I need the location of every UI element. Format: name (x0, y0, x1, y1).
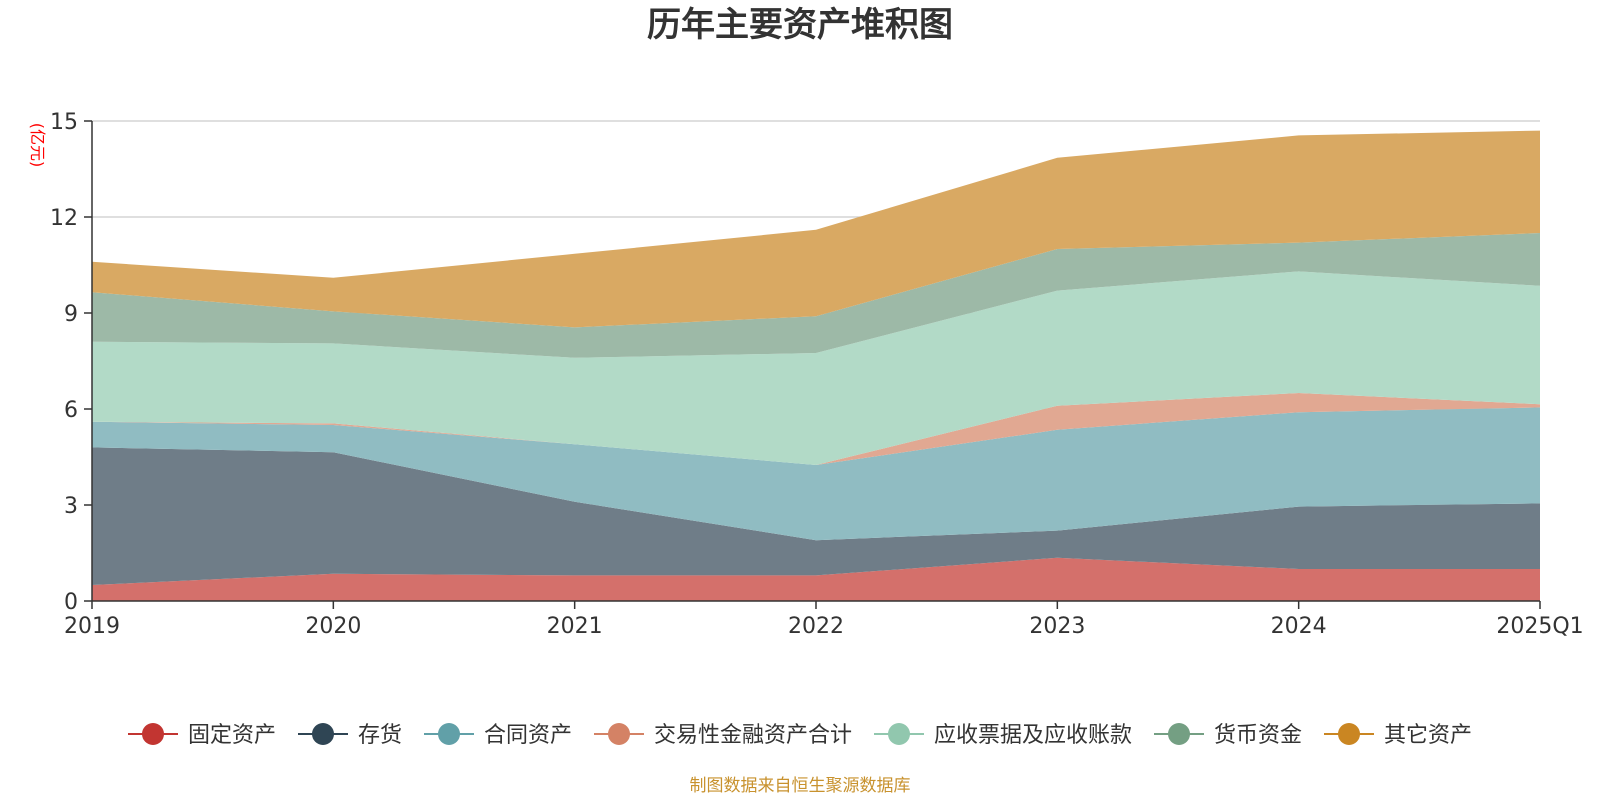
y-tick-label: 12 (50, 206, 78, 231)
area-series-group (92, 130, 1540, 601)
y-tick-label: 15 (50, 110, 78, 135)
x-tick-label: 2023 (1029, 614, 1085, 639)
x-tick-label: 2025Q1 (1496, 614, 1583, 639)
legend-item[interactable]: 货币资金 (1154, 723, 1302, 748)
data-source-note: 制图数据来自恒生聚源数据库 (690, 776, 911, 796)
legend-item[interactable]: 固定资产 (128, 723, 276, 748)
area-series-2[interactable] (92, 447, 1540, 585)
legend[interactable]: 固定资产 存货 合同资产 交易性金融资产合计 应收票据及应收账款 货币资金 其它资产 (128, 723, 1472, 748)
y-tick-label: 6 (64, 398, 78, 423)
area-series-4[interactable] (92, 393, 1540, 465)
y-axis-unit-label: (亿元) (28, 123, 47, 168)
y-tick-label: 3 (64, 494, 78, 519)
legend-item[interactable]: 交易性金融资产合计 (594, 723, 852, 748)
legend-circle-marker (312, 723, 334, 745)
legend-label: 其它资产 (1384, 723, 1472, 748)
area-series-1[interactable] (92, 557, 1540, 601)
y-tick-label: 9 (64, 302, 78, 327)
legend-circle-marker (608, 723, 630, 745)
area-series-7[interactable] (92, 130, 1540, 328)
legend-label: 存货 (358, 723, 402, 748)
legend-label: 合同资产 (484, 723, 572, 748)
legend-circle-marker (142, 723, 164, 745)
area-series-3[interactable] (92, 407, 1540, 541)
x-tick-label: 2020 (305, 614, 361, 639)
x-tick-label: 2021 (547, 614, 603, 639)
legend-circle-marker (888, 723, 910, 745)
legend-item[interactable]: 存货 (298, 723, 402, 748)
x-tick-label: 2024 (1271, 614, 1327, 639)
legend-item[interactable]: 应收票据及应收账款 (874, 723, 1132, 748)
legend-item[interactable]: 合同资产 (424, 723, 572, 748)
legend-circle-marker (1338, 723, 1360, 745)
y-tick-label: 0 (64, 590, 78, 615)
x-tick-label: 2022 (788, 614, 844, 639)
legend-circle-marker (438, 723, 460, 745)
legend-circle-marker (1168, 723, 1190, 745)
x-tick-label: 2019 (64, 614, 120, 639)
legend-item[interactable]: 其它资产 (1324, 723, 1472, 748)
area-series-5[interactable] (92, 271, 1540, 465)
legend-label: 固定资产 (188, 723, 276, 748)
legend-label: 应收票据及应收账款 (934, 723, 1132, 748)
legend-label: 交易性金融资产合计 (654, 723, 852, 748)
axes: 0 3 6 9 12 15 2019 2020 2021 2022 2023 2024 2025Q1 (50, 110, 1584, 639)
chart-title: 历年主要资产堆积图 (647, 5, 953, 45)
legend-label: 货币资金 (1214, 723, 1302, 748)
area-series-6[interactable] (92, 233, 1540, 358)
